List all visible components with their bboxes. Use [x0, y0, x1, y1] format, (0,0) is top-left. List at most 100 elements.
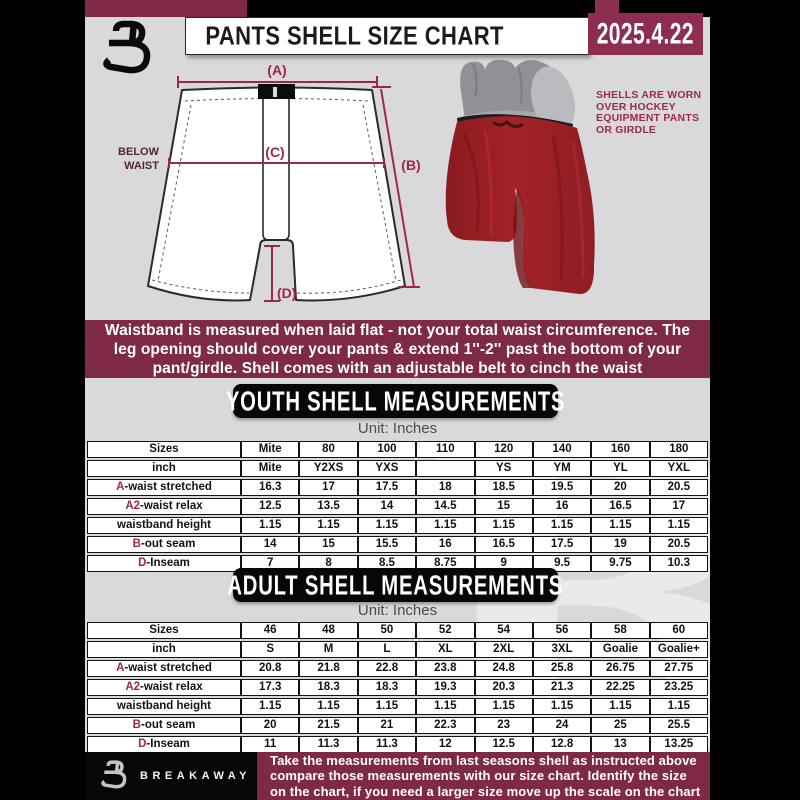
value-cell: 14.5 — [416, 498, 475, 515]
value-cell: 60 — [649, 622, 708, 639]
value-cell: 1.15 — [357, 698, 417, 715]
value-cell: 18.5 — [474, 479, 533, 496]
table-row: inch S M L XL 2XL 3XL Goalie Goalie+ — [87, 641, 708, 658]
value-cell: 17.5 — [357, 479, 417, 496]
belt-buckle-slit — [273, 87, 277, 97]
row-label-prefix: D — [138, 738, 147, 750]
value-cell: 15.5 — [357, 536, 417, 553]
adult-section-heading: ADULT SHELL MEASUREMENTS — [228, 568, 563, 602]
value-cell: 48 — [299, 622, 358, 639]
value-cell — [416, 460, 475, 477]
value-cell: 13 — [591, 736, 650, 753]
value-cell: 23.25 — [649, 679, 708, 696]
youth-size-table: Sizes Mite 80 100 110 120 140 160 180 inch Mite Y2X… — [87, 439, 708, 574]
value-cell: 18 — [416, 479, 475, 496]
value-cell: 22.8 — [357, 660, 417, 677]
page-title: PANTS SHELL SIZE CHART — [205, 20, 504, 51]
dimension-label-d: (D) — [277, 285, 296, 301]
value-cell: 18.3 — [299, 679, 358, 696]
value-cell: 1.15 — [241, 698, 300, 715]
value-cell: 22.3 — [416, 717, 475, 734]
value-cell: 110 — [416, 441, 475, 458]
value-cell: 19.5 — [532, 479, 592, 496]
title-box: PANTS SHELL SIZE CHART — [185, 17, 589, 55]
table-row: A2-waist relax 12.5 13.5 14 14.5 15 16 16.5 17 — [87, 498, 708, 515]
table-row: A-waist stretched 16.3 17 17.5 18 18.5 19.5 20 2… — [87, 479, 708, 496]
value-cell: 11 — [241, 736, 300, 753]
value-cell: Mite — [241, 460, 300, 477]
value-cell: 25 — [591, 717, 650, 734]
youth-heading-text: YOUTH SHELL MEASUREMENTS — [225, 384, 566, 417]
value-cell: 1.15 — [591, 517, 650, 534]
value-cell: 16.5 — [474, 536, 533, 553]
value-cell: 20 — [591, 479, 650, 496]
value-cell: 1.15 — [241, 517, 300, 534]
value-cell: 100 — [357, 441, 417, 458]
value-cell: 17.5 — [532, 536, 592, 553]
value-cell: 20.5 — [649, 479, 708, 496]
row-label: Sizes — [87, 622, 241, 639]
photo-caption: SHELLS ARE WORN OVER HOCKEY EQUIPMENT PA… — [596, 89, 702, 136]
table-row: waistband height 1.15 1.15 1.15 1.15 1.15 1.15… — [87, 698, 708, 715]
value-cell: 13.5 — [299, 498, 358, 515]
value-cell: 1.15 — [591, 698, 650, 715]
row-label-prefix: B — [132, 538, 141, 550]
row-label: inch — [87, 460, 241, 477]
value-cell: YXL — [649, 460, 708, 477]
value-cell: 25.5 — [649, 717, 708, 734]
table-row: B-out seam 20 21.5 21 22.3 23 24 25 25.5 — [87, 717, 708, 734]
value-cell: 2XL — [474, 641, 533, 658]
value-cell: 14 — [241, 536, 300, 553]
shell-measurement-diagram: (A) (B) (C) (D) 7'' BELOW WAIST — [115, 62, 421, 302]
table-row: D-Inseam 7 8 8.5 8.75 9 9.5 9.75 10.3 — [87, 555, 708, 572]
value-cell: 10.3 — [649, 555, 708, 572]
table-row: B-out seam 14 15 15.5 16 16.5 17.5 19 20.5 — [87, 536, 708, 553]
value-cell: 50 — [357, 622, 417, 639]
value-cell: 3XL — [532, 641, 592, 658]
table-row: D-Inseam 11 11.3 11.3 12 12.5 12.8 13 13.25 — [87, 736, 708, 753]
value-cell: Goalie+ — [649, 641, 708, 658]
value-cell: 16.5 — [591, 498, 650, 515]
value-cell: YXS — [357, 460, 417, 477]
breakaway-footer-logo-icon — [101, 760, 127, 789]
value-cell: 12.5 — [474, 736, 533, 753]
value-cell: 1.15 — [299, 698, 358, 715]
value-cell: 1.15 — [474, 698, 533, 715]
value-cell: 9.5 — [532, 555, 592, 572]
value-cell: 20 — [241, 717, 300, 734]
table-row: waistband height 1.15 1.15 1.15 1.15 1.15 1.15… — [87, 517, 708, 534]
row-label: B-out seam — [87, 717, 241, 734]
value-cell: 9.75 — [591, 555, 650, 572]
logo-upper-bowl — [109, 20, 146, 47]
value-cell: 1.15 — [532, 698, 592, 715]
value-cell: 8.5 — [357, 555, 417, 572]
value-cell: 12.8 — [532, 736, 592, 753]
row-label: Sizes — [87, 441, 241, 458]
value-cell: 56 — [532, 622, 592, 639]
row-label: A2-waist relax — [87, 679, 241, 696]
footer-brand-block: BREAKAWAY — [85, 752, 257, 800]
youth-unit-label: Unit: Inches — [357, 420, 438, 437]
value-cell: YL — [591, 460, 650, 477]
value-cell: 12 — [416, 736, 475, 753]
value-cell: 120 — [474, 441, 533, 458]
red-shell-photo-part — [445, 116, 595, 295]
value-cell: 1.15 — [416, 698, 475, 715]
value-cell: L — [357, 641, 417, 658]
value-cell: 18.3 — [357, 679, 417, 696]
table-row: Sizes 46 48 50 52 54 56 58 60 — [87, 622, 708, 639]
row-label-prefix: A2 — [125, 681, 141, 693]
value-cell: 15 — [474, 498, 533, 515]
measurement-notice-banner: Waistband is measured when laid flat - n… — [85, 320, 710, 378]
table-row: Sizes Mite 80 100 110 120 140 160 180 — [87, 441, 708, 458]
value-cell: XL — [416, 641, 475, 658]
adult-heading-text: ADULT SHELL MEASUREMENTS — [227, 568, 564, 601]
value-cell: 1.15 — [649, 517, 708, 534]
waist-note-line1: 7'' BELOW — [115, 146, 160, 158]
value-cell: 21.5 — [299, 717, 358, 734]
value-cell: 1.15 — [649, 698, 708, 715]
value-cell: 17.3 — [241, 679, 300, 696]
shell-product-photo — [445, 59, 595, 295]
value-cell: 180 — [649, 441, 708, 458]
value-cell: 19.3 — [416, 679, 475, 696]
